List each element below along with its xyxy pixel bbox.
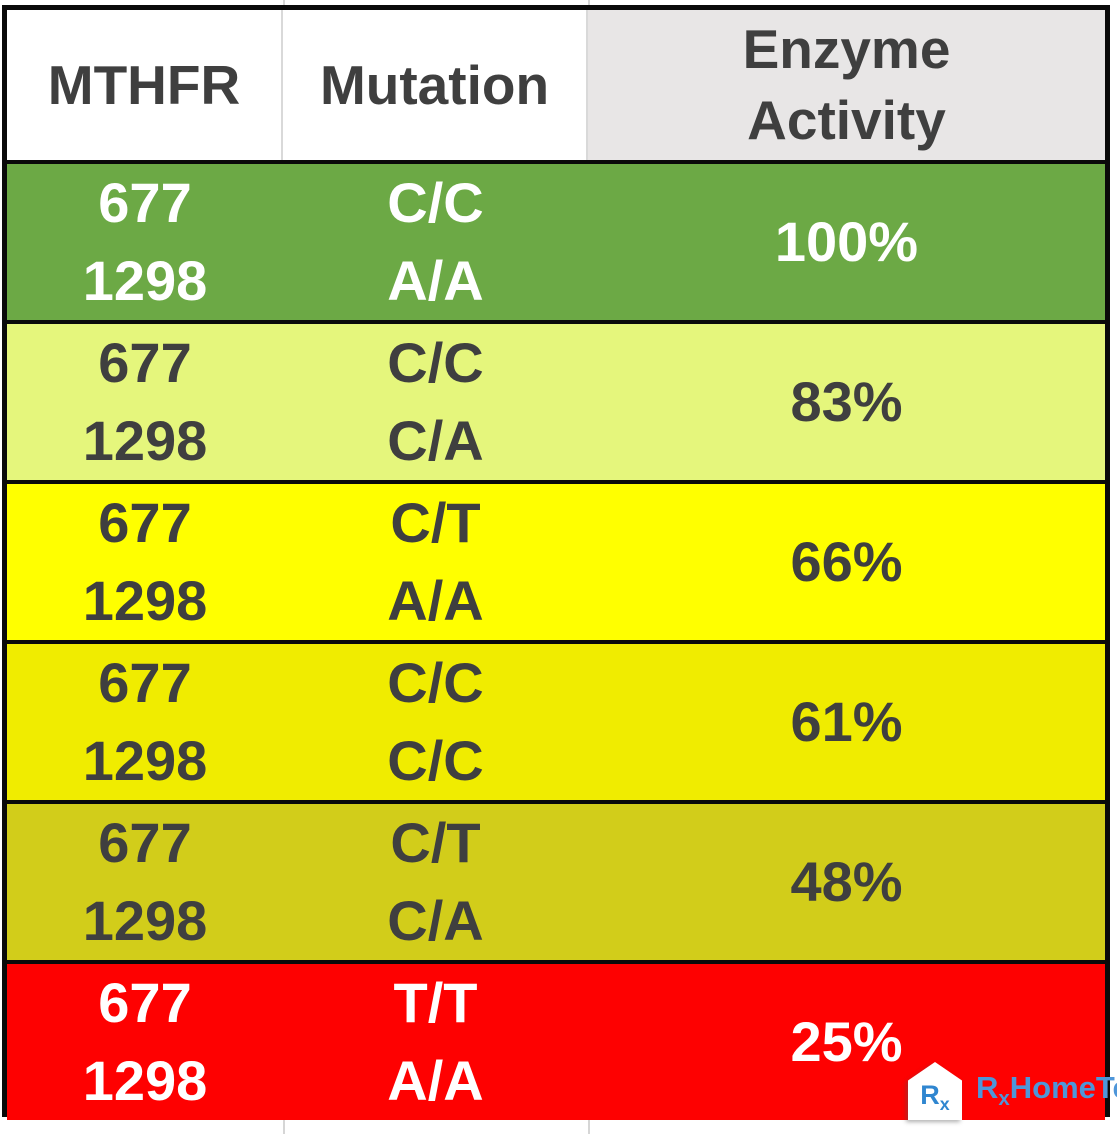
mthfr-cell: 677 1298 <box>7 644 283 800</box>
enzyme-activity-value: 48% <box>790 850 903 913</box>
mthfr-position: 1298 <box>82 569 208 632</box>
mutation-cell: C/C A/A <box>283 164 588 320</box>
spreadsheet-gridline <box>283 0 285 5</box>
mutation-genotype: A/A <box>387 249 484 312</box>
mthfr-cell: 677 1298 <box>7 964 283 1120</box>
mthfr-position: 677 <box>98 651 192 714</box>
mthfr-position: 677 <box>98 331 192 394</box>
mutation-genotype: A/A <box>387 569 484 632</box>
mthfr-position: 677 <box>98 971 192 1034</box>
mutation-cell: C/T A/A <box>283 484 588 640</box>
mthfr-position: 1298 <box>82 249 208 312</box>
mthfr-position: 677 <box>98 811 192 874</box>
mutation-genotype: C/T <box>390 491 481 554</box>
spreadsheet-gridline <box>588 1117 590 1134</box>
mutation-genotype: T/T <box>393 971 478 1034</box>
mutation-genotype: C/T <box>390 811 481 874</box>
mutation-genotype: A/A <box>387 1049 484 1112</box>
enzyme-activity-value: 83% <box>790 370 903 433</box>
mutation-genotype: C/C <box>387 651 484 714</box>
house-icon: Rx <box>908 1062 962 1120</box>
header-enzyme-activity: Enzyme Activity <box>588 10 1105 160</box>
mthfr-cell: 677 1298 <box>7 484 283 640</box>
table-row: 677 1298 C/C A/A 100% <box>7 160 1105 320</box>
mthfr-cell: 677 1298 <box>7 164 283 320</box>
mutation-cell: C/C C/A <box>283 324 588 480</box>
header-mutation: Mutation <box>283 10 588 160</box>
mutation-genotype: C/A <box>387 889 484 952</box>
rxhometest-logo: Rx RxHomeTest <box>908 1060 1117 1122</box>
table-row: 677 1298 C/C C/C 61% <box>7 640 1105 800</box>
mthfr-cell: 677 1298 <box>7 804 283 960</box>
enzyme-activity-value: 66% <box>790 530 903 593</box>
mthfr-position: 677 <box>98 171 192 234</box>
mutation-genotype: C/C <box>387 331 484 394</box>
mutation-genotype: C/C <box>387 171 484 234</box>
enzyme-activity-value: 61% <box>790 690 903 753</box>
spreadsheet-gridline <box>283 1117 285 1134</box>
mthfr-position: 677 <box>98 491 192 554</box>
mthfr-position: 1298 <box>82 729 208 792</box>
spreadsheet-gridline <box>588 0 590 5</box>
table-row: 677 1298 C/C C/A 83% <box>7 320 1105 480</box>
table-row: 677 1298 C/T C/A 48% <box>7 800 1105 960</box>
enzyme-activity-value: 25% <box>790 1010 903 1073</box>
table-row: 677 1298 C/T A/A 66% <box>7 480 1105 640</box>
header-mthfr: MTHFR <box>7 10 283 160</box>
mthfr-position: 1298 <box>82 889 208 952</box>
mutation-genotype: C/A <box>387 409 484 472</box>
mutation-cell: C/T C/A <box>283 804 588 960</box>
mutation-genotype: C/C <box>387 729 484 792</box>
enzyme-activity-value: 100% <box>774 210 919 273</box>
mthfr-table: MTHFR Mutation Enzyme Activity 677 1298 … <box>2 5 1110 1120</box>
mthfr-cell: 677 1298 <box>7 324 283 480</box>
brand-wordmark: RxHomeTest <box>976 1070 1117 1111</box>
mthfr-position: 1298 <box>82 1049 208 1112</box>
mutation-cell: C/C C/C <box>283 644 588 800</box>
mthfr-position: 1298 <box>82 409 208 472</box>
table-header-row: MTHFR Mutation Enzyme Activity <box>7 10 1105 160</box>
mutation-cell: T/T A/A <box>283 964 588 1120</box>
